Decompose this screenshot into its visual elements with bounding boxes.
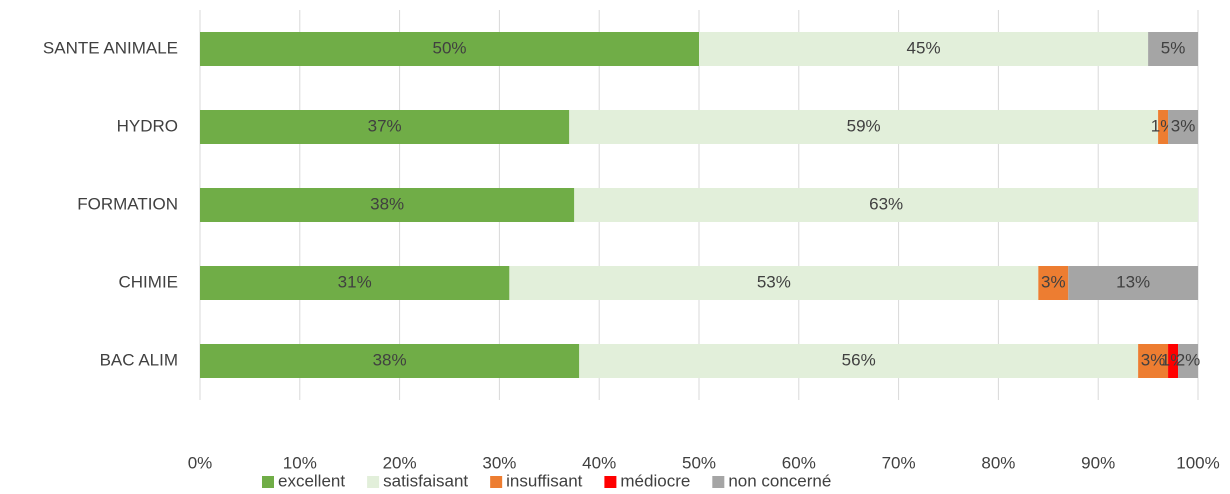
data-label: 59% — [847, 116, 881, 135]
data-label: 45% — [907, 38, 941, 57]
data-label: 13% — [1116, 272, 1150, 291]
data-label: 31% — [338, 272, 372, 291]
x-tick-label: 20% — [383, 453, 417, 472]
data-label: 63% — [869, 194, 903, 213]
bar-segment — [1138, 344, 1169, 378]
data-label: 38% — [370, 194, 404, 213]
x-tick-label: 100% — [1176, 453, 1219, 472]
x-tick-label: 80% — [981, 453, 1015, 472]
y-tick-label: CHIMIE — [119, 272, 179, 291]
bar-segment — [1148, 32, 1198, 66]
legend-label: excellent — [278, 471, 345, 490]
y-tick-label: FORMATION — [77, 194, 178, 213]
bar-segment — [1068, 266, 1198, 300]
legend-swatch — [367, 476, 380, 488]
x-tick-label: 90% — [1081, 453, 1115, 472]
x-tick-label: 30% — [482, 453, 516, 472]
x-tick-label: 40% — [582, 453, 616, 472]
data-label: 38% — [373, 350, 407, 369]
bar-segment — [200, 110, 570, 144]
x-tick-label: 10% — [283, 453, 317, 472]
bar-segment — [509, 266, 1039, 300]
legend-swatch — [604, 476, 617, 488]
legend-label: non concerné — [728, 471, 831, 490]
legend-swatch — [712, 476, 725, 488]
legend-label: médiocre — [620, 471, 690, 490]
bar-segment — [1158, 110, 1169, 144]
legend-swatch — [490, 476, 503, 488]
data-label: 3% — [1141, 350, 1166, 369]
bar-segment — [699, 32, 1149, 66]
data-label: 3% — [1041, 272, 1066, 291]
data-label: 2% — [1176, 350, 1201, 369]
data-label: 53% — [757, 272, 791, 291]
y-tick-label: BAC ALIM — [100, 350, 178, 369]
bar-segment — [1168, 110, 1198, 144]
legend-label: insuffisant — [506, 471, 583, 490]
bar-segment — [1038, 266, 1069, 300]
legend-swatch — [262, 476, 274, 488]
bar-segment — [574, 188, 1198, 222]
bar-segment — [200, 266, 510, 300]
x-tick-label: 60% — [782, 453, 816, 472]
data-label: 56% — [842, 350, 876, 369]
x-tick-label: 0% — [188, 453, 213, 472]
y-tick-label: HYDRO — [117, 116, 178, 135]
data-label: 5% — [1161, 38, 1186, 57]
bar-segment — [569, 110, 1159, 144]
bar-segment — [200, 32, 699, 66]
y-tick-label: SANTE ANIMALE — [43, 38, 178, 57]
x-tick-label: 70% — [882, 453, 916, 472]
data-label: 3% — [1171, 116, 1196, 135]
x-tick-label: 50% — [682, 453, 716, 472]
bar-segment — [579, 344, 1139, 378]
data-label: 37% — [368, 116, 402, 135]
legend-label: satisfaisant — [383, 471, 468, 490]
bar-segment — [200, 344, 580, 378]
bar-segment — [200, 188, 575, 222]
bar-segment — [1178, 344, 1198, 378]
data-label: 50% — [432, 38, 466, 57]
bar-segment — [1168, 344, 1179, 378]
